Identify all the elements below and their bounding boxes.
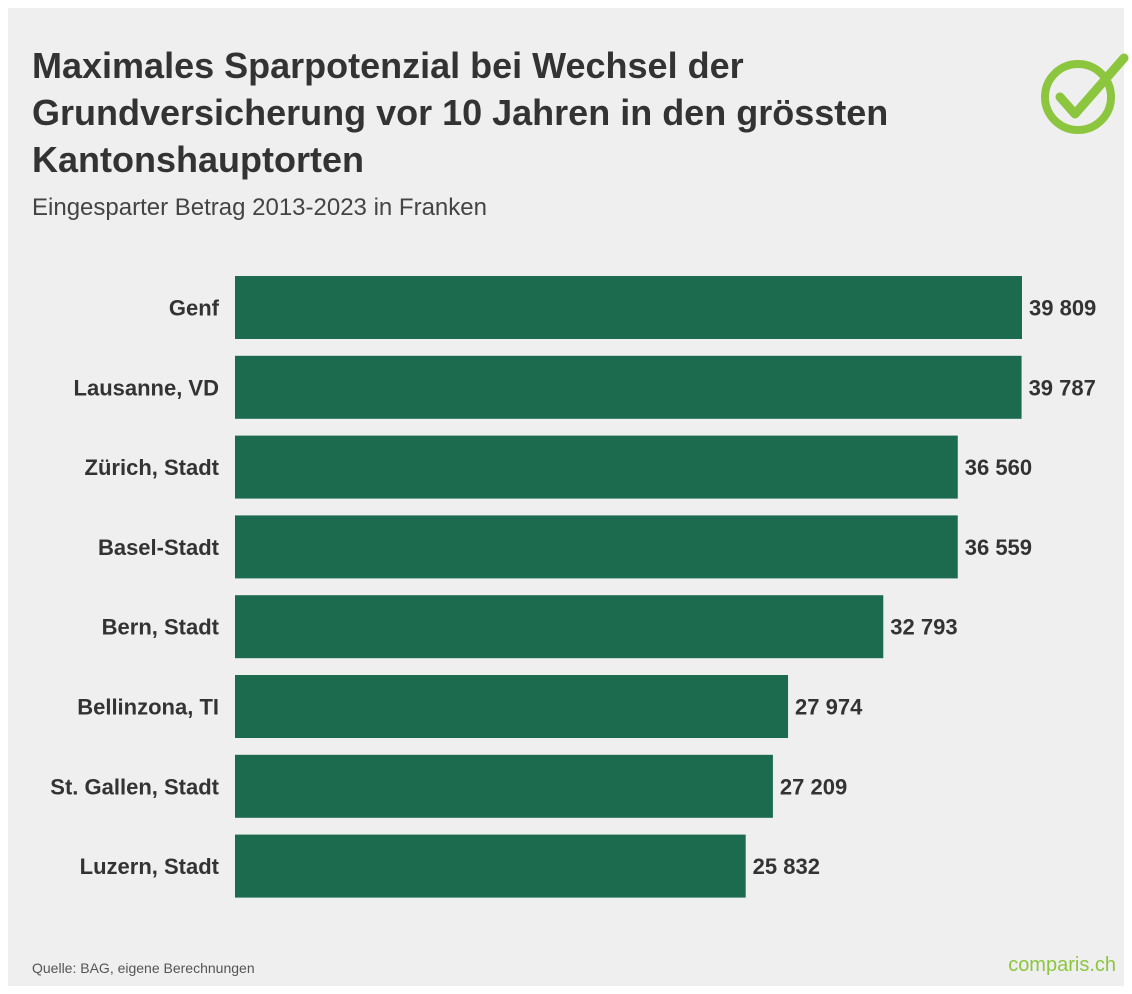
bar-chart: Genf 39 809 Lausanne, VD 39 787 Zürich, Stad… [50, 276, 1096, 898]
value-label: 25 832 [753, 854, 820, 879]
category-label: Bern, Stadt [102, 615, 220, 640]
chart-subtitle: Eingesparter Betrag 2013-2023 in Franken [32, 194, 487, 221]
brand-logo: comparis.ch [1008, 954, 1116, 976]
value-label: 27 974 [795, 695, 863, 720]
bar [235, 435, 958, 499]
bar [235, 675, 789, 738]
category-label: St. Gallen, Stadt [50, 774, 219, 799]
value-label: 36 560 [965, 455, 1032, 480]
value-label: 39 809 [1029, 296, 1096, 321]
value-label: 32 793 [890, 615, 957, 640]
bar [235, 515, 958, 579]
bar [235, 595, 884, 659]
category-label: Genf [169, 296, 220, 321]
source-note: Quelle: BAG, eigene Berechnungen [32, 960, 255, 976]
bar [235, 355, 1022, 419]
category-label: Bellinzona, TI [77, 695, 219, 720]
category-label: Lausanne, VD [74, 375, 219, 400]
value-label: 36 559 [965, 535, 1032, 560]
bar [235, 276, 1022, 339]
category-label: Zürich, Stadt [85, 455, 220, 480]
bar [235, 754, 773, 818]
bar [235, 834, 746, 898]
chart-card: Maximales Sparpotenzial bei Wechsel der … [8, 8, 1129, 986]
category-label: Basel-Stadt [98, 535, 220, 560]
category-label: Luzern, Stadt [80, 854, 220, 879]
value-label: 27 209 [780, 774, 847, 799]
checkmark-circle-icon [1041, 53, 1129, 134]
value-label: 39 787 [1029, 375, 1096, 400]
chart-title: Maximales Sparpotenzial bei Wechsel der … [32, 45, 889, 180]
